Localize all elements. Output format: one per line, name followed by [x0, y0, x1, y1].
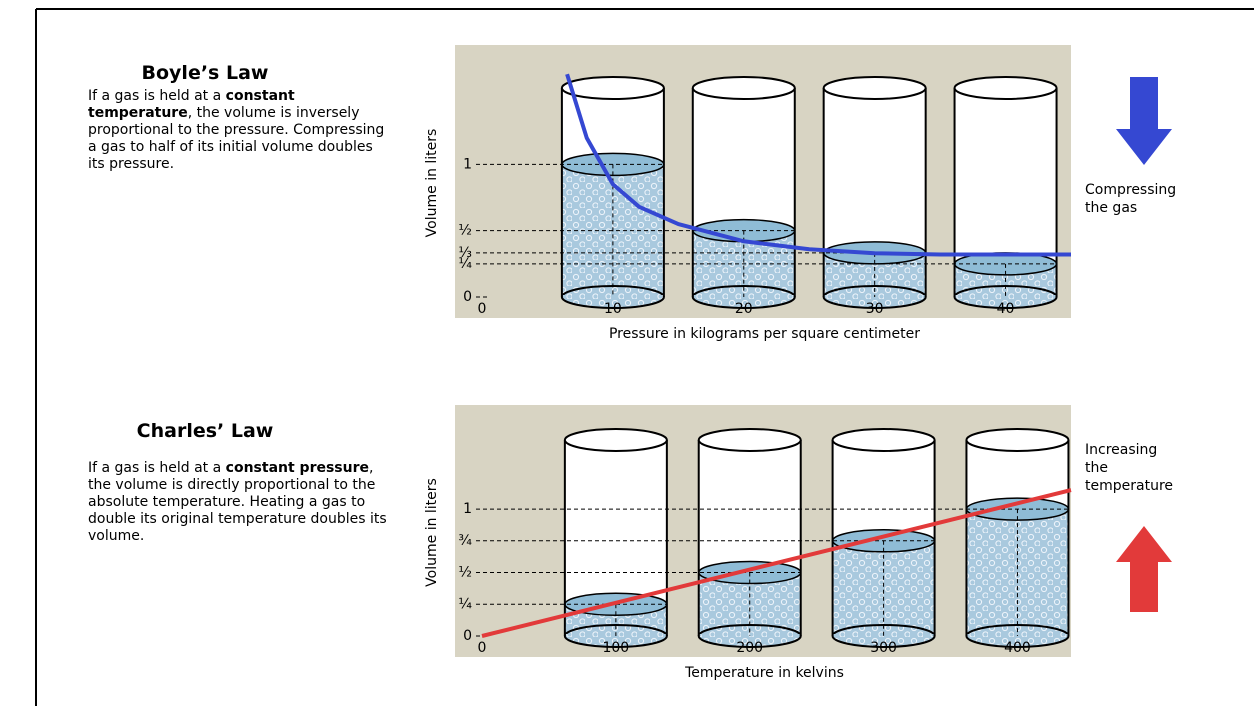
text-run: If a gas is held at a: [88, 460, 226, 476]
x-tick-label: 0: [478, 640, 487, 656]
annotation: Increasing: [1085, 442, 1157, 458]
cylinder-top: [693, 77, 795, 99]
heading: Charles’ Law: [55, 420, 355, 442]
description: If a gas is held at a constant pressure,…: [88, 460, 388, 545]
description: If a gas is held at a constant temperatu…: [88, 88, 388, 173]
y-tick-label: ⅓: [458, 245, 472, 261]
y-tick-label: ½: [458, 565, 472, 581]
y-tick-label: ¼: [458, 596, 472, 612]
liquid-edge: [563, 295, 663, 297]
y-tick-label: 1: [463, 156, 472, 172]
arrow: [1116, 77, 1172, 165]
x-tick-label: 300: [870, 640, 897, 656]
y-tick-label: 0: [463, 289, 472, 305]
cylinder-top: [955, 77, 1057, 99]
arrow: [1116, 526, 1172, 612]
annotation: Compressing: [1085, 182, 1176, 198]
cylinder-top: [562, 77, 664, 99]
y-tick-label: ¾: [458, 533, 472, 549]
y-axis-label: Volume in liters: [424, 478, 440, 587]
x-axis-label: Pressure in kilograms per square centime…: [609, 326, 920, 342]
text-run: constant pressure: [226, 460, 369, 476]
x-tick-label: 20: [735, 301, 753, 317]
cylinder-top: [699, 429, 801, 451]
x-tick-label: 200: [736, 640, 763, 656]
cylinder-top: [565, 429, 667, 451]
cylinder-top: [824, 77, 926, 99]
heading: Boyle’s Law: [55, 62, 355, 84]
x-tick-label: 40: [997, 301, 1015, 317]
text-run: If a gas is held at a: [88, 88, 226, 104]
x-tick-label: 10: [604, 301, 622, 317]
x-axis-label: Temperature in kelvins: [684, 665, 844, 681]
cylinder-top: [966, 429, 1068, 451]
y-tick-label: 0: [463, 628, 472, 644]
y-axis-label: Volume in liters: [424, 129, 440, 238]
page: 0102030400¼⅓½1Pressure in kilograms per …: [0, 0, 1254, 706]
annotation: temperature: [1085, 478, 1173, 494]
cylinder-top: [833, 429, 935, 451]
annotation: the: [1085, 460, 1108, 476]
x-tick-label: 100: [602, 640, 629, 656]
y-tick-label: 1: [463, 501, 472, 517]
x-tick-label: 0: [478, 301, 487, 317]
annotation: the gas: [1085, 200, 1137, 216]
x-tick-label: 30: [866, 301, 884, 317]
y-tick-label: ½: [458, 223, 472, 239]
x-tick-label: 400: [1004, 640, 1031, 656]
